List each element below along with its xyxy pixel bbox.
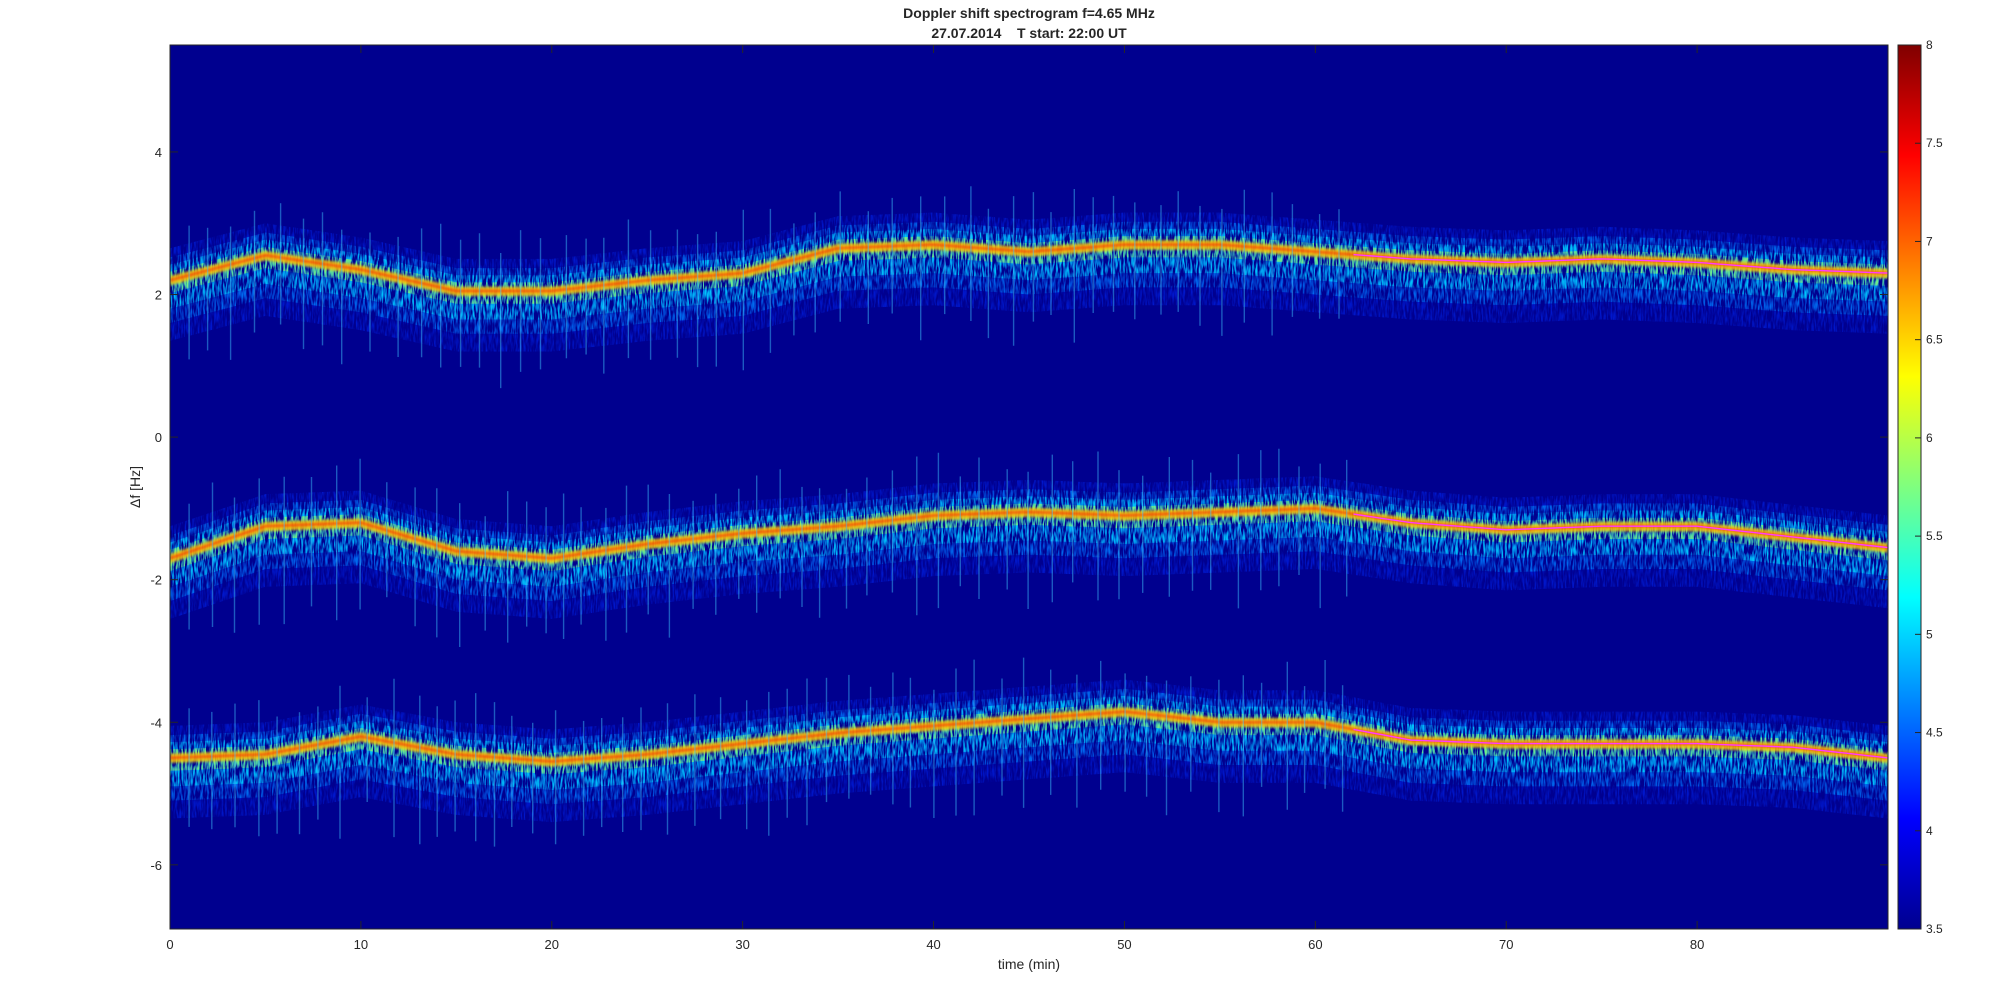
y-tick-label: -6 (150, 858, 162, 873)
colorbar-tick-label: 8 (1926, 38, 1933, 52)
colorbar-tick-label: 6.5 (1926, 333, 1943, 347)
y-axis: -6 -4 -2 0 2 4 (150, 145, 1888, 873)
band-upper (170, 212, 1888, 352)
x-tick-label: 40 (926, 937, 940, 952)
x-axis-label: time (min) (998, 956, 1060, 972)
colorbar: 3.5 4 4.5 5 5.5 6 6.5 7 7.5 8 (1897, 38, 1943, 936)
band-middle-layer-4 (170, 504, 1888, 564)
colorbar-tick-label: 5.5 (1926, 529, 1943, 543)
impulse-spikes (188, 186, 1348, 847)
x-tick-label: 0 (166, 937, 173, 952)
x-tick-label: 70 (1499, 937, 1513, 952)
x-tick-label: 50 (1117, 937, 1131, 952)
overlay-upper (1353, 253, 1888, 274)
colorbar-tick-label: 4 (1926, 824, 1933, 838)
colorbar-tick-label: 7.5 (1926, 136, 1943, 150)
colorbar-tick-label: 7 (1926, 234, 1933, 248)
colorbar-ticks: 3.5 4 4.5 5 5.5 6 6.5 7 7.5 8 (1915, 38, 1943, 936)
plot-area (169, 44, 1889, 930)
overlay-middle (1353, 513, 1888, 549)
x-tick-label: 60 (1308, 937, 1322, 952)
y-tick-label: 4 (155, 145, 162, 160)
overlay-lower (1353, 728, 1888, 759)
x-tick-label: 80 (1690, 937, 1704, 952)
band-middle (170, 476, 1888, 619)
x-tick-label: 10 (354, 937, 368, 952)
chart-title: Doppler shift spectrogram f=4.65 MHz (903, 5, 1155, 21)
spectral-bands (170, 212, 1888, 823)
y-axis-label: Δf [Hz] (127, 466, 143, 508)
colorbar-tick-label: 3.5 (1926, 922, 1943, 936)
colorbar-tick-label: 5 (1926, 627, 1933, 641)
colorbar-tick-label: 4.5 (1926, 726, 1943, 740)
colorbar-scale (1897, 44, 1922, 930)
band-upper-layer-4 (170, 240, 1888, 296)
y-tick-label: 0 (155, 430, 162, 445)
y-tick-label: -2 (150, 573, 162, 588)
plot-frame (169, 44, 1889, 930)
x-tick-label: 20 (545, 937, 559, 952)
colorbar-tick-label: 6 (1926, 431, 1933, 445)
chart-subtitle: 27.07.2014 T start: 22:00 UT (931, 25, 1127, 41)
y-tick-label: -4 (150, 715, 162, 730)
x-axis: 0 10 20 30 40 50 60 70 80 (166, 45, 1704, 952)
model-overlay-lines (1353, 253, 1888, 759)
y-tick-label: 2 (155, 288, 162, 303)
band-lower (170, 679, 1888, 823)
x-tick-label: 30 (735, 937, 749, 952)
